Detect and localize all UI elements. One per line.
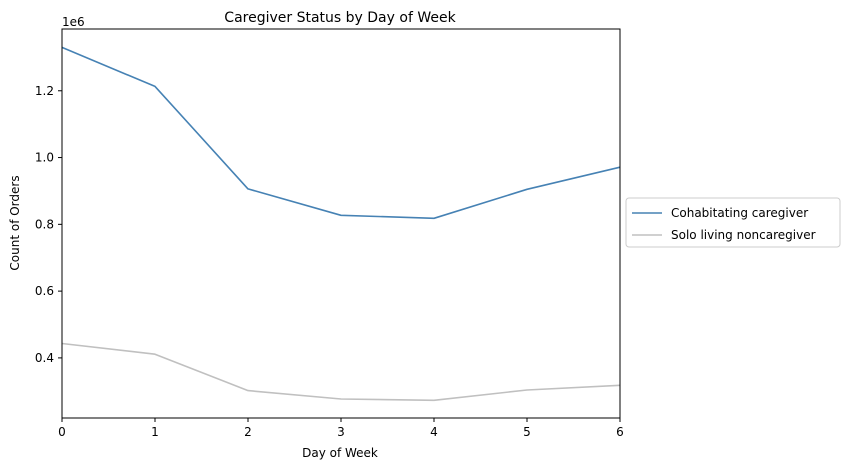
y-tick-label: 0.6 bbox=[35, 284, 54, 298]
x-tick-label: 3 bbox=[337, 425, 345, 439]
x-tick-label: 1 bbox=[151, 425, 159, 439]
series-line-1 bbox=[61, 46, 621, 220]
axis-ticks: 0 1 2 3 4 5 6 0.4 0.6 0.8 1.0 1.2 bbox=[35, 84, 624, 439]
x-axis-label: Day of Week bbox=[302, 446, 378, 460]
y-tick-label: 0.4 bbox=[35, 351, 54, 365]
chart-title: Caregiver Status by Day of Week bbox=[224, 10, 456, 26]
plot-frame bbox=[61, 28, 621, 419]
legend-label-2: Solo living noncaregiver bbox=[671, 228, 816, 242]
legend-label-1: Cohabitating caregiver bbox=[671, 206, 808, 220]
x-tick-label: 4 bbox=[430, 425, 438, 439]
y-tick-label: 1.0 bbox=[35, 151, 54, 165]
y-tick-label: 1.2 bbox=[35, 84, 54, 98]
y-tick-label: 0.8 bbox=[35, 217, 54, 231]
x-tick-label: 6 bbox=[616, 425, 624, 439]
y-axis-label: Count of Orders bbox=[8, 175, 22, 270]
x-tick-label: 0 bbox=[58, 425, 66, 439]
series-line-2 bbox=[61, 342, 621, 402]
legend: Cohabitating caregiver Solo living noncar… bbox=[625, 197, 841, 248]
legend-frame bbox=[625, 197, 841, 248]
x-tick-label: 5 bbox=[523, 425, 531, 439]
y-offset-label: 1e6 bbox=[62, 15, 85, 29]
series-lines bbox=[61, 46, 621, 402]
x-tick-label: 2 bbox=[244, 425, 252, 439]
